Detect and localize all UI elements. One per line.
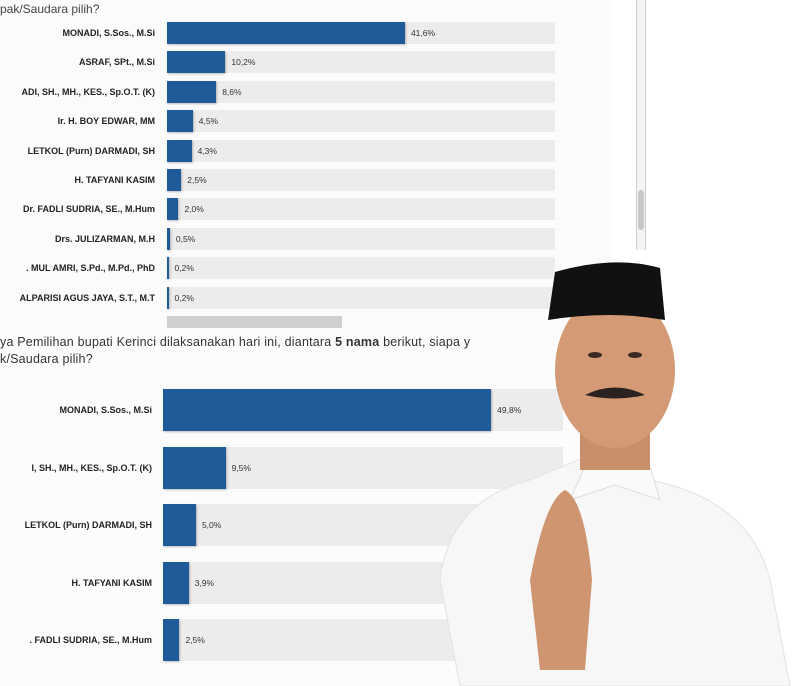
bar: [163, 619, 180, 661]
bar-track: [167, 110, 555, 133]
bar-label: . FADLI SUDRIA, SE., M.Hum: [29, 635, 152, 645]
face: [555, 292, 675, 448]
left-eye: [588, 352, 602, 358]
peci-cap: [548, 262, 665, 320]
bar-track: [163, 446, 563, 489]
bar: [167, 169, 182, 191]
value-label: 4,3%: [197, 145, 217, 156]
bar: [167, 51, 226, 74]
value-label: 3,9%: [194, 577, 215, 588]
bar-label: H. TAFYANI KASIM: [74, 175, 155, 185]
value-label: 0,5%: [175, 233, 196, 244]
value-label: 5,0%: [201, 520, 222, 530]
value-label: 2,5%: [185, 635, 205, 645]
question-2: ya Pemilihan bupati Kerinci dilaksanakan…: [0, 334, 470, 368]
bar-label: ALPARISI AGUS JAYA, S.T., M.T: [19, 292, 155, 303]
value-label: 49,8%: [497, 405, 522, 415]
question-fragment: pak/Saudara pilih?: [0, 2, 100, 16]
right-eye: [628, 352, 642, 358]
bar-track: [167, 257, 555, 280]
bar-label: LETKOL (Purn) DARMADI, SH: [24, 520, 152, 530]
bar-track-partial: [167, 316, 342, 328]
bar: [167, 80, 217, 103]
candidate-photo: [439, 262, 791, 686]
value-label: 9,5%: [231, 462, 251, 473]
question-text: k/Saudara pilih?: [0, 352, 93, 366]
bar-label: I, SH., MH., KES., Sp.O.T. (K): [31, 462, 152, 473]
bar-label: Ir. H. BOY EDWAR, MM: [57, 116, 155, 127]
mustache: [585, 387, 645, 399]
shirt: [439, 454, 791, 686]
bar-label: LETKOL (Purn) DARMADI, SH: [27, 145, 155, 156]
bar: [167, 257, 169, 280]
bar-track: [167, 227, 555, 250]
value-label: 8,6%: [222, 86, 242, 97]
value-label: 2,0%: [184, 204, 204, 215]
praying-hands: [530, 490, 592, 670]
bar-track: [167, 198, 555, 221]
bar: [167, 110, 193, 133]
value-label: 4,5%: [198, 116, 219, 127]
chart-panel-1: pak/Saudara pilih? MONADI, S.Sos., M.Si 4…: [0, 0, 612, 330]
bar: [167, 227, 170, 250]
scrollbar[interactable]: [636, 0, 646, 250]
bar: [167, 22, 405, 44]
bar-label: MONADI, S.Sos., M.Si: [62, 28, 155, 38]
bar: [163, 389, 492, 431]
bar-track: [167, 80, 555, 103]
bar-label: ASRAF, SPt., M.Si: [78, 57, 155, 68]
bar-track: [167, 286, 555, 309]
bar-label: H. TAFYANI KASIM: [71, 577, 152, 588]
value-label: 0,2%: [174, 292, 194, 303]
bar-label: Drs. JULIZARMAN, M.H: [54, 233, 155, 244]
value-label: 0,2%: [174, 263, 194, 274]
bar-label: . MUL AMRI, S.Pd., M.Pd., PhD: [25, 263, 155, 274]
bar: [167, 286, 169, 309]
question-text: berikut, siapa y: [379, 335, 471, 349]
bar-track: [167, 51, 555, 74]
bar-label: MONADI, S.Sos., M.Si: [59, 405, 152, 415]
bar: [163, 446, 226, 489]
bar-track: [167, 169, 555, 191]
value-label: 2,5%: [187, 175, 207, 185]
value-label: 41,6%: [410, 28, 436, 38]
question-text: ya Pemilihan bupati Kerinci dilaksanakan…: [0, 335, 336, 349]
bar: [163, 561, 189, 604]
value-label: 10,2%: [231, 57, 256, 68]
bar: [167, 139, 192, 162]
bar: [167, 198, 179, 221]
bar-label: ADI, SH., MH., KES., Sp.O.T. (K): [21, 86, 155, 97]
bar-track: [167, 139, 555, 162]
bar-label: Dr. FADLI SUDRIA, SE., M.Hum: [22, 204, 155, 215]
bar: [163, 504, 196, 546]
question-bold: 5 nama: [335, 335, 380, 349]
scrollbar-thumb[interactable]: [638, 190, 644, 230]
